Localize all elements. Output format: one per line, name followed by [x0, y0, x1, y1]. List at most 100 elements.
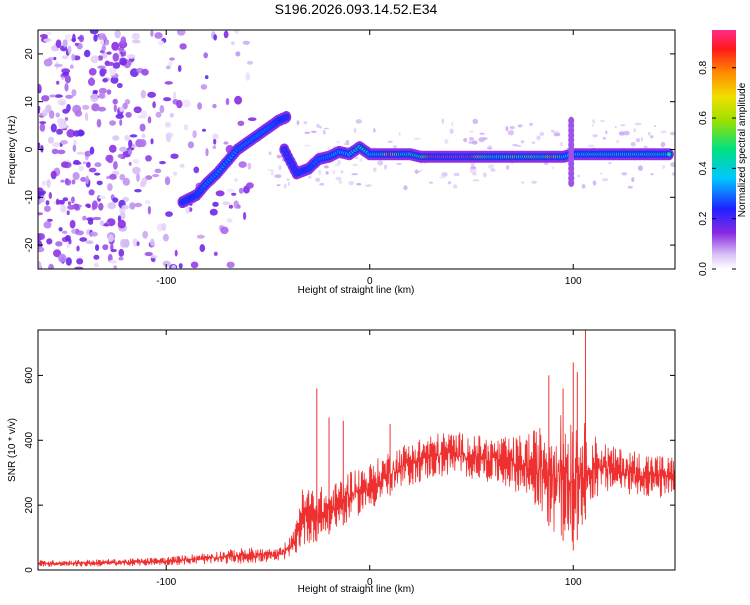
noise-blob: [669, 131, 675, 136]
noise-blob: [39, 123, 46, 132]
noise-blob: [75, 228, 80, 234]
noise-blob: [551, 166, 555, 170]
noise-blob: [209, 208, 218, 216]
noise-blob: [444, 138, 449, 144]
noise-blob: [92, 89, 99, 94]
noise-blob: [234, 30, 240, 34]
noise-blob: [131, 39, 141, 44]
noise-blob: [131, 32, 140, 40]
noise-blob: [113, 265, 117, 269]
colorbar-tick-label: 0.2: [698, 211, 709, 225]
noise-blob: [202, 128, 206, 132]
noise-blob: [72, 144, 77, 152]
noise-blob: [66, 104, 71, 112]
noise-blob: [270, 171, 274, 176]
noise-blob: [136, 241, 140, 246]
noise-blob: [213, 138, 217, 145]
noise-blob: [55, 241, 63, 247]
noise-blob: [447, 181, 452, 185]
noise-blob: [122, 102, 128, 110]
noise-blob: [212, 201, 219, 207]
noise-blob: [44, 205, 51, 212]
noise-blob: [631, 177, 635, 183]
noise-blob: [85, 112, 89, 121]
noise-blob: [505, 165, 510, 170]
noise-blob: [73, 139, 77, 146]
noise-blob: [96, 180, 103, 186]
noise-blob: [469, 130, 474, 133]
noise-blob: [80, 177, 87, 182]
noise-blob: [101, 45, 107, 52]
noise-blob: [243, 212, 247, 220]
noise-blob: [152, 174, 160, 178]
noise-blob: [100, 39, 104, 46]
noise-blob: [192, 130, 197, 139]
noise-blob: [161, 223, 167, 231]
noise-blob: [38, 261, 42, 269]
noise-blob: [304, 144, 311, 147]
colorbar-tick-label: 0.6: [698, 111, 709, 125]
noise-blob: [60, 204, 67, 213]
noise-blob: [101, 51, 108, 59]
noise-blob: [62, 197, 69, 202]
noise-blob: [43, 221, 52, 229]
noise-blob: [98, 33, 107, 41]
noise-blob: [120, 238, 127, 248]
noise-blob: [531, 141, 536, 144]
noise-blob: [413, 137, 421, 140]
noise-blob: [114, 30, 121, 39]
noise-blob: [88, 68, 97, 76]
noise-blob: [274, 174, 282, 179]
noise-blob: [70, 196, 75, 204]
noise-blob: [38, 142, 41, 150]
noise-blob: [65, 94, 74, 99]
noise-blob: [268, 151, 272, 156]
noise-blob: [164, 176, 171, 186]
noise-blob: [529, 122, 533, 126]
noise-blob: [145, 199, 151, 205]
noise-blob: [89, 30, 99, 35]
noise-blob: [488, 145, 492, 147]
x-tick-label: -100: [156, 276, 176, 287]
noise-blob: [98, 195, 106, 200]
spectrogram-y-axis-label: Frequency (Hz): [7, 116, 18, 185]
noise-blob: [106, 61, 114, 66]
noise-blob: [336, 140, 340, 144]
noise-blob: [670, 162, 675, 168]
noise-blob: [45, 104, 52, 114]
noise-blob: [38, 212, 44, 216]
noise-blob: [71, 38, 77, 42]
noise-blob: [129, 202, 136, 210]
noise-blob: [121, 204, 129, 210]
noise-blob: [150, 238, 155, 247]
noise-blob: [74, 42, 79, 47]
noise-blob: [96, 118, 102, 128]
noise-blob: [82, 161, 87, 165]
noise-blob: [246, 182, 254, 189]
noise-blob: [509, 125, 515, 130]
x-tick-label: 0: [367, 276, 373, 287]
noise-blob: [147, 116, 152, 124]
noise-blob: [650, 173, 654, 176]
noise-blob: [618, 131, 626, 136]
noise-blob: [620, 124, 626, 127]
noise-blob: [356, 182, 362, 186]
noise-blob: [403, 185, 408, 191]
noise-blob: [486, 146, 493, 150]
noise-blob: [142, 230, 149, 239]
noise-blob: [94, 162, 102, 168]
noise-blob: [608, 161, 612, 165]
noise-blob: [91, 200, 98, 210]
noise-blob: [52, 142, 61, 148]
noise-blob: [79, 237, 88, 242]
noise-blob: [69, 64, 74, 69]
noise-blob: [353, 127, 357, 133]
noise-blob: [672, 172, 675, 176]
noise-blob: [62, 39, 68, 48]
noise-blob: [441, 118, 444, 124]
noise-blob: [132, 166, 141, 175]
noise-blob: [599, 172, 603, 175]
noise-blob: [71, 53, 76, 61]
noise-blob: [150, 30, 154, 37]
noise-blob: [128, 161, 132, 166]
